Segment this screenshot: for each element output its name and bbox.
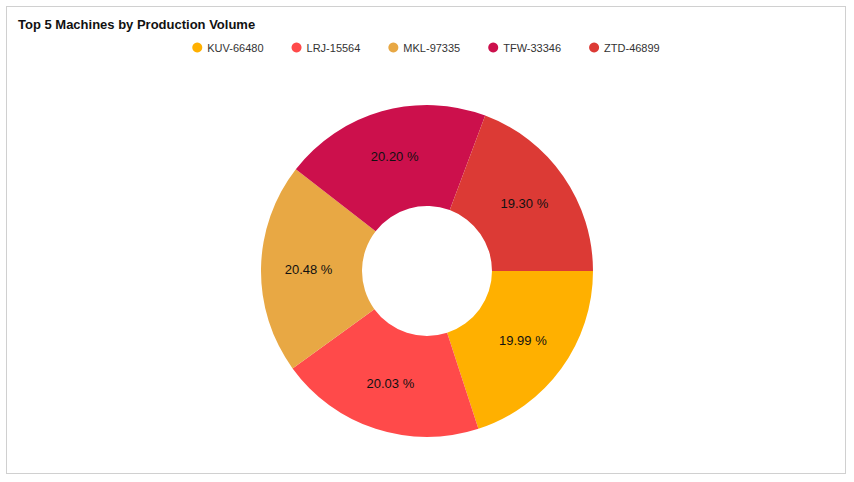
svg-text:20.03 %: 20.03 % <box>366 376 414 391</box>
svg-text:19.30 %: 19.30 % <box>501 196 549 211</box>
svg-text:Top 5 Machines by Production V: Top 5 Machines by Production Volume <box>18 17 255 32</box>
svg-text:20.20 %: 20.20 % <box>371 149 419 164</box>
svg-text:MKL-97335: MKL-97335 <box>403 42 460 54</box>
svg-text:KUV-66480: KUV-66480 <box>207 42 263 54</box>
svg-text:LRJ-15564: LRJ-15564 <box>307 42 361 54</box>
svg-text:20.48 %: 20.48 % <box>285 262 333 277</box>
svg-text:ZTD-46899: ZTD-46899 <box>604 42 660 54</box>
svg-text:TFW-33346: TFW-33346 <box>503 42 561 54</box>
svg-text:19.99 %: 19.99 % <box>499 333 547 348</box>
